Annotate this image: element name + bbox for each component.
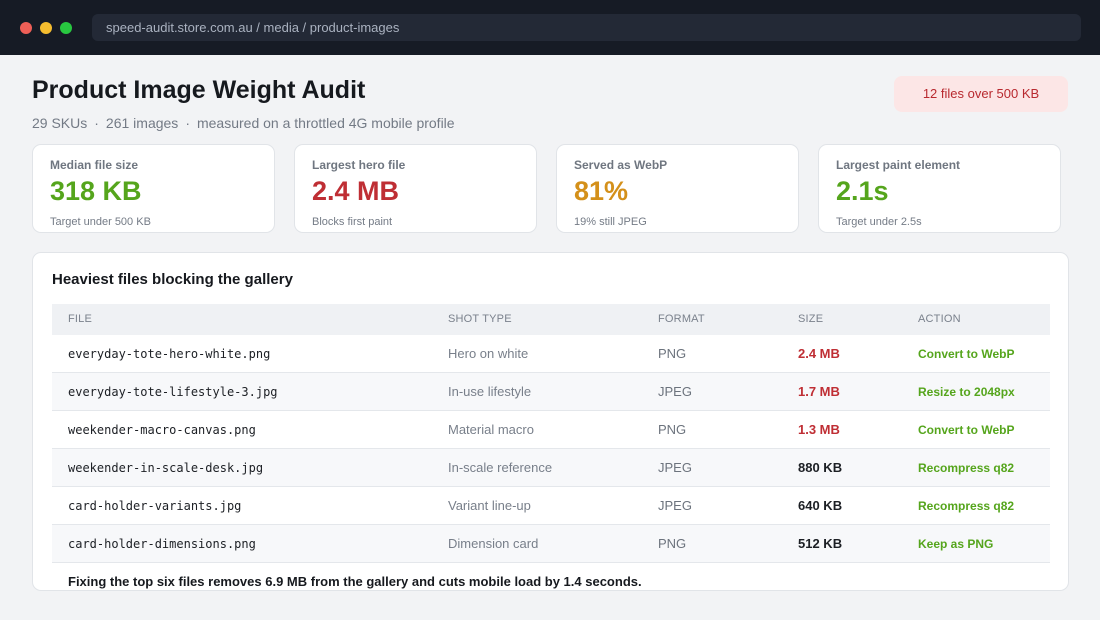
file-size: 2.4 MB: [798, 346, 840, 361]
stat-note: Blocks first paint: [312, 216, 393, 228]
file-name: card-holder-variants.jpg: [68, 499, 242, 513]
action-link[interactable]: Recompress q82: [918, 499, 1015, 513]
file-format: PNG: [658, 422, 687, 437]
stat-value: 318 KB: [50, 176, 142, 206]
table-row: card-holder-variants.jpg Variant line-up…: [52, 487, 1050, 525]
file-format: PNG: [658, 346, 687, 361]
file-format: JPEG: [658, 384, 692, 399]
shot-type: Variant line-up: [448, 498, 531, 513]
file-size: 512 KB: [798, 536, 843, 551]
separator-dot: ·: [185, 115, 190, 131]
file-name: everyday-tote-lifestyle-3.jpg: [68, 385, 278, 399]
file-name: everyday-tote-hero-white.png: [68, 347, 271, 361]
stat-label: Largest paint element: [836, 158, 961, 172]
stat-value: 81%: [574, 176, 629, 206]
stat-note: Target under 2.5s: [836, 216, 922, 228]
browser-titlebar: speed-audit.store.com.au / media / produ…: [0, 0, 1100, 55]
separator-dot: ·: [94, 115, 99, 131]
file-format: JPEG: [658, 498, 692, 513]
shot-type: In-use lifestyle: [448, 384, 532, 399]
table-row: everyday-tote-hero-white.png Hero on whi…: [52, 335, 1050, 373]
test-profile: measured on a throttled 4G mobile profil…: [196, 115, 455, 131]
file-format: JPEG: [658, 460, 692, 475]
action-link[interactable]: Recompress q82: [918, 461, 1015, 475]
stat-card-webp-share: Served as WebP 81% 19% still JPEG: [556, 144, 799, 233]
stat-note: Target under 500 KB: [50, 216, 151, 228]
stat-label: Served as WebP: [574, 158, 668, 172]
maximize-window-button[interactable]: [60, 22, 72, 34]
minimize-window-button[interactable]: [40, 22, 52, 34]
table-row: card-holder-dimensions.png Dimension car…: [52, 525, 1050, 563]
shot-type: In-scale reference: [448, 460, 553, 475]
stat-card-largest-paint: Largest paint element 2.1s Target under …: [818, 144, 1061, 233]
image-count: 261 images: [105, 115, 179, 131]
stat-value: 2.1s: [836, 176, 889, 206]
stat-card-largest-hero: Largest hero file 2.4 MB Blocks first pa…: [294, 144, 537, 233]
file-size: 1.7 MB: [798, 384, 840, 399]
stat-note: 19% still JPEG: [574, 216, 647, 228]
file-name: card-holder-dimensions.png: [68, 537, 256, 551]
file-name: weekender-in-scale-desk.jpg: [68, 461, 264, 475]
panel-title: Heaviest files blocking the gallery: [52, 271, 293, 288]
table-row: everyday-tote-lifestyle-3.jpg In-use lif…: [52, 373, 1050, 411]
stat-value: 2.4 MB: [312, 176, 400, 206]
action-link[interactable]: Resize to 2048px: [918, 385, 1015, 399]
stat-card-median-size: Median file size 318 KB Target under 500…: [32, 144, 275, 233]
shot-type: Material macro: [448, 422, 534, 437]
address-bar[interactable]: speed-audit.store.com.au / media / produ…: [92, 14, 1081, 41]
table-header: FILE SHOT TYPE FORMAT SIZE ACTION: [52, 304, 1050, 335]
close-window-button[interactable]: [20, 22, 32, 34]
heaviest-files-panel: Heaviest files blocking the gallery FILE…: [32, 252, 1069, 591]
column-header-size: SIZE: [798, 313, 824, 325]
table-row: weekender-macro-canvas.png Material macr…: [52, 411, 1050, 449]
column-header-format: FORMAT: [658, 313, 705, 325]
over-limit-badge: 12 files over 500 KB: [894, 76, 1068, 112]
action-link[interactable]: Convert to WebP: [918, 423, 1015, 437]
stat-label: Median file size: [50, 158, 139, 172]
file-format: PNG: [658, 536, 687, 551]
file-size: 1.3 MB: [798, 422, 840, 437]
file-name: weekender-macro-canvas.png: [68, 423, 256, 437]
column-header-file: FILE: [68, 313, 93, 325]
action-link[interactable]: Keep as PNG: [918, 537, 994, 551]
shot-type: Hero on white: [448, 346, 529, 361]
column-header-shot-type: SHOT TYPE: [448, 313, 512, 325]
sku-count: 29 SKUs: [32, 115, 88, 131]
savings-summary: Fixing the top six files removes 6.9 MB …: [68, 574, 642, 589]
page-subtitle: 29 SKUs · 261 images · measured on a throttl…: [32, 115, 455, 131]
stat-label: Largest hero file: [312, 158, 406, 172]
table-row: weekender-in-scale-desk.jpg In-scale ref…: [52, 449, 1050, 487]
shot-type: Dimension card: [448, 536, 539, 551]
file-size: 880 KB: [798, 460, 843, 475]
action-link[interactable]: Convert to WebP: [918, 347, 1015, 361]
page-title: Product Image Weight Audit: [32, 76, 366, 104]
column-header-action: ACTION: [918, 313, 961, 325]
file-size: 640 KB: [798, 498, 843, 513]
